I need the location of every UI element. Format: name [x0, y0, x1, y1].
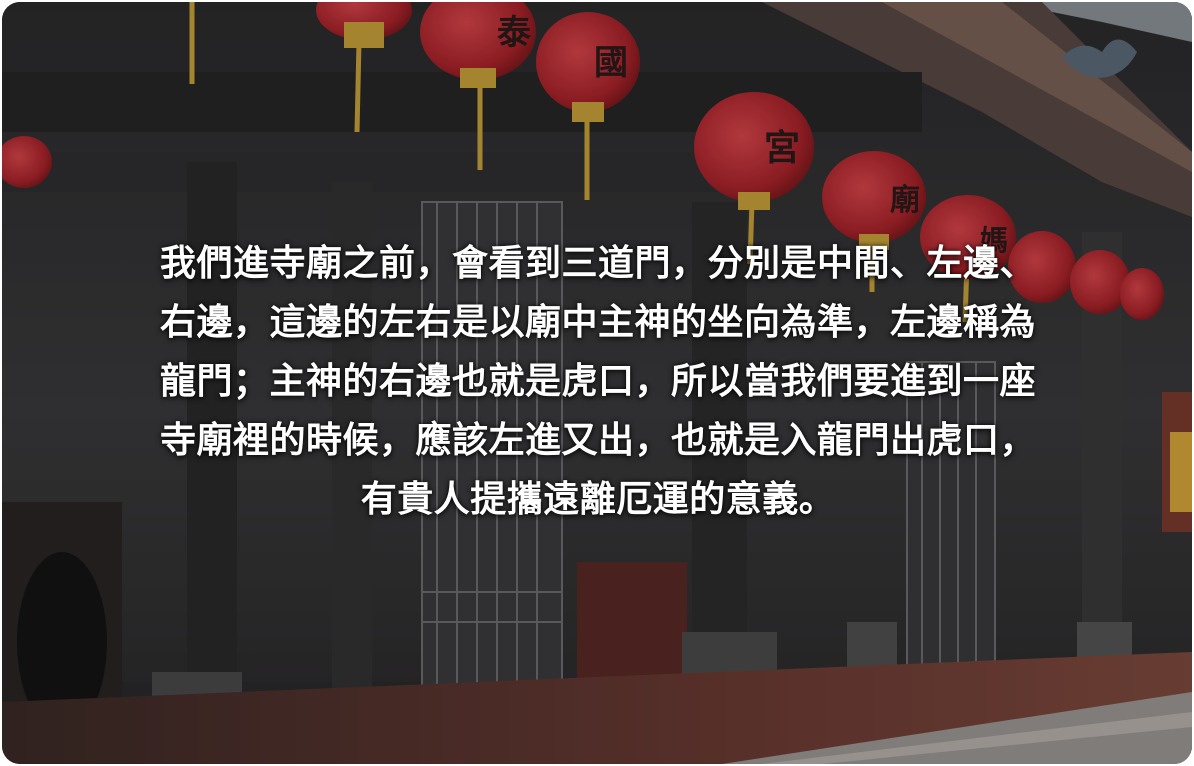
lattice-column [906, 361, 996, 688]
dragon-ornament [1062, 39, 1137, 78]
roof-eave [622, 2, 1192, 42]
roof-edge [882, 2, 1192, 172]
caption-line: 龍門；主神的右邊也就是虎口，所以當我們要進到一座 [159, 361, 1036, 402]
caption-line: 寺廟裡的時候，應該左進又出，也就是入龍門出虎口， [159, 420, 1036, 461]
stone-base [847, 622, 897, 672]
lantern-label: 廟 [890, 183, 920, 218]
lantern-label: 宮 [764, 127, 800, 169]
doorway [577, 562, 687, 692]
lantern [1008, 231, 1164, 320]
stone-step-edge [762, 712, 1192, 764]
lantern-label: 媽 [980, 224, 1008, 257]
lantern-label: 泰 [497, 13, 532, 53]
tassels [189, 2, 970, 323]
stone-step [722, 692, 1192, 764]
wall-poster [1170, 432, 1192, 512]
pillar [187, 162, 237, 702]
lantern: 泰 [420, 2, 536, 88]
caption-line: 我們進寺廟之前，會看到三道門，分別是中間、左邊、 [159, 243, 1036, 284]
caption-line: 有貴人提攜遠離厄運的意義。 [360, 479, 836, 520]
lantern [2, 136, 52, 188]
pillar [692, 202, 747, 682]
lantern-label: 國 [594, 43, 628, 83]
caption-text: 我們進寺廟之前，會看到三道門，分別是中間、左邊、 右邊，這邊的左右是以廟中主神的… [42, 234, 1154, 529]
lantern: 國 [536, 12, 640, 122]
lantern: 廟 [822, 151, 926, 250]
pillar [332, 182, 372, 702]
caption-line: 右邊，這邊的左右是以廟中主神的坐向為準，左邊稱為 [159, 302, 1036, 343]
lattice-column [421, 201, 563, 763]
brick-floor [2, 652, 1192, 764]
carved-beam-2 [2, 152, 762, 192]
lantern: 媽 [920, 195, 1016, 279]
lantern [316, 2, 412, 48]
person-silhouette [17, 552, 107, 732]
lantern: 宮 [694, 92, 814, 210]
stone-base [1077, 622, 1132, 657]
